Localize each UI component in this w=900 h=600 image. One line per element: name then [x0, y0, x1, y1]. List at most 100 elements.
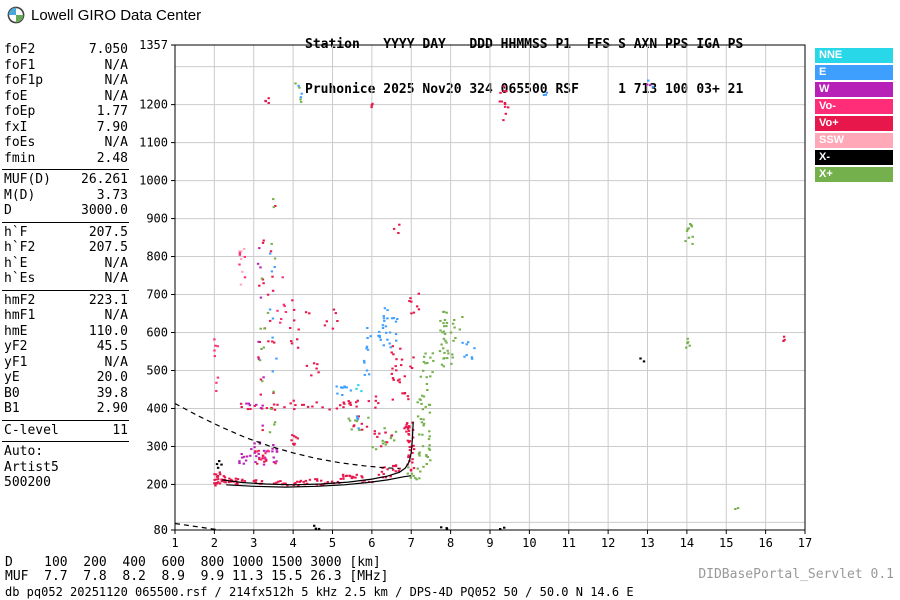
- panel-row: yF2 45.5: [2, 339, 130, 355]
- echo-point: [648, 84, 652, 87]
- x-tick-label: 11: [562, 536, 576, 550]
- echo-point: [470, 357, 474, 360]
- echo-point: [215, 482, 218, 484]
- echo-point: [271, 289, 275, 292]
- x-tick-label: 14: [680, 536, 694, 550]
- metric-label: h`F: [4, 224, 28, 240]
- echo-point: [263, 327, 266, 330]
- echo-point: [410, 300, 413, 303]
- echo-point: [214, 473, 218, 476]
- echo-point: [414, 477, 417, 480]
- metric-value: 3000.0: [81, 203, 128, 218]
- echo-point: [428, 444, 431, 447]
- echo-point: [275, 448, 278, 451]
- echo-point: [451, 356, 454, 359]
- echo-point: [367, 416, 370, 419]
- echo-point: [424, 362, 427, 365]
- echo-point: [220, 478, 223, 481]
- echo-point: [416, 305, 419, 308]
- echo-point: [689, 223, 692, 225]
- echo-point: [234, 483, 238, 486]
- echo-point: [691, 235, 694, 238]
- echo-point: [332, 308, 336, 311]
- echo-point: [404, 425, 407, 428]
- echo-point: [216, 376, 220, 379]
- echo-point: [283, 406, 286, 409]
- echo-point: [274, 462, 277, 465]
- echo-point: [502, 85, 505, 88]
- echo-point: [253, 442, 256, 445]
- echo-point: [275, 450, 279, 453]
- echo-point: [239, 402, 243, 405]
- echo-point: [260, 458, 263, 461]
- panel-row: foF1 N/A: [2, 58, 130, 74]
- echo-point: [391, 367, 394, 370]
- echo-point: [298, 86, 301, 89]
- panel-row: B1 2.90: [2, 401, 130, 417]
- echo-point: [290, 342, 294, 345]
- echo-point: [360, 390, 363, 393]
- giro-logo-icon: [7, 6, 25, 24]
- echo-point: [299, 96, 303, 99]
- echo-point: [383, 466, 386, 469]
- echo-point: [409, 469, 413, 472]
- echo-point: [347, 400, 350, 403]
- echo-point: [383, 427, 386, 430]
- metric-value: 7.90: [96, 119, 128, 135]
- echo-point: [308, 312, 311, 315]
- echo-point: [271, 275, 274, 278]
- legend-item-x-: X+: [815, 167, 893, 182]
- panel-divider: [2, 221, 129, 223]
- panel-row: foF2 7.050: [2, 42, 130, 58]
- echo-point: [445, 528, 449, 530]
- metric-value: 207.5: [88, 224, 128, 240]
- echo-point: [442, 357, 445, 360]
- echo-point: [443, 333, 447, 335]
- echo-point: [259, 407, 263, 410]
- echo-point: [386, 317, 389, 320]
- echo-point: [418, 451, 421, 454]
- echo-point: [378, 334, 381, 337]
- echo-point: [505, 90, 508, 93]
- echo-point: [257, 356, 260, 359]
- echo-point: [271, 370, 274, 373]
- echo-point: [271, 336, 274, 339]
- echo-point: [264, 452, 267, 455]
- echo-point: [422, 395, 426, 398]
- echo-point: [243, 247, 246, 250]
- echo-point: [293, 442, 296, 445]
- panel-row: Artist5: [2, 460, 130, 476]
- echo-point: [271, 447, 274, 450]
- echo-point: [238, 462, 241, 465]
- echo-point: [262, 282, 265, 285]
- echo-point: [438, 350, 442, 353]
- echo-point: [271, 450, 274, 453]
- echo-point: [443, 351, 446, 354]
- echo-point: [405, 423, 408, 426]
- echo-point: [432, 359, 435, 362]
- echo-point: [272, 391, 275, 394]
- echo-point: [426, 389, 429, 391]
- app-title: Lowell GIRO Data Center: [31, 6, 202, 24]
- echo-point: [391, 317, 394, 320]
- echo-point: [412, 467, 416, 470]
- echo-point: [239, 283, 243, 286]
- echo-point: [275, 481, 278, 484]
- x-tick-label: 6: [368, 536, 375, 550]
- echo-point: [245, 455, 249, 458]
- echo-point: [651, 85, 655, 88]
- echo-point: [315, 478, 319, 481]
- echo-point: [269, 250, 273, 253]
- echo-point: [261, 424, 264, 427]
- metric-label: fxI: [4, 119, 28, 135]
- echo-point: [365, 347, 368, 350]
- echo-point: [461, 316, 464, 318]
- metric-label: D: [4, 203, 12, 218]
- echo-point: [440, 363, 444, 366]
- panel-divider: [2, 441, 129, 442]
- metric-label: yF1: [4, 354, 28, 370]
- echo-point: [507, 106, 510, 109]
- echo-point: [454, 337, 457, 339]
- echo-point: [422, 424, 425, 427]
- echo-point: [335, 407, 339, 410]
